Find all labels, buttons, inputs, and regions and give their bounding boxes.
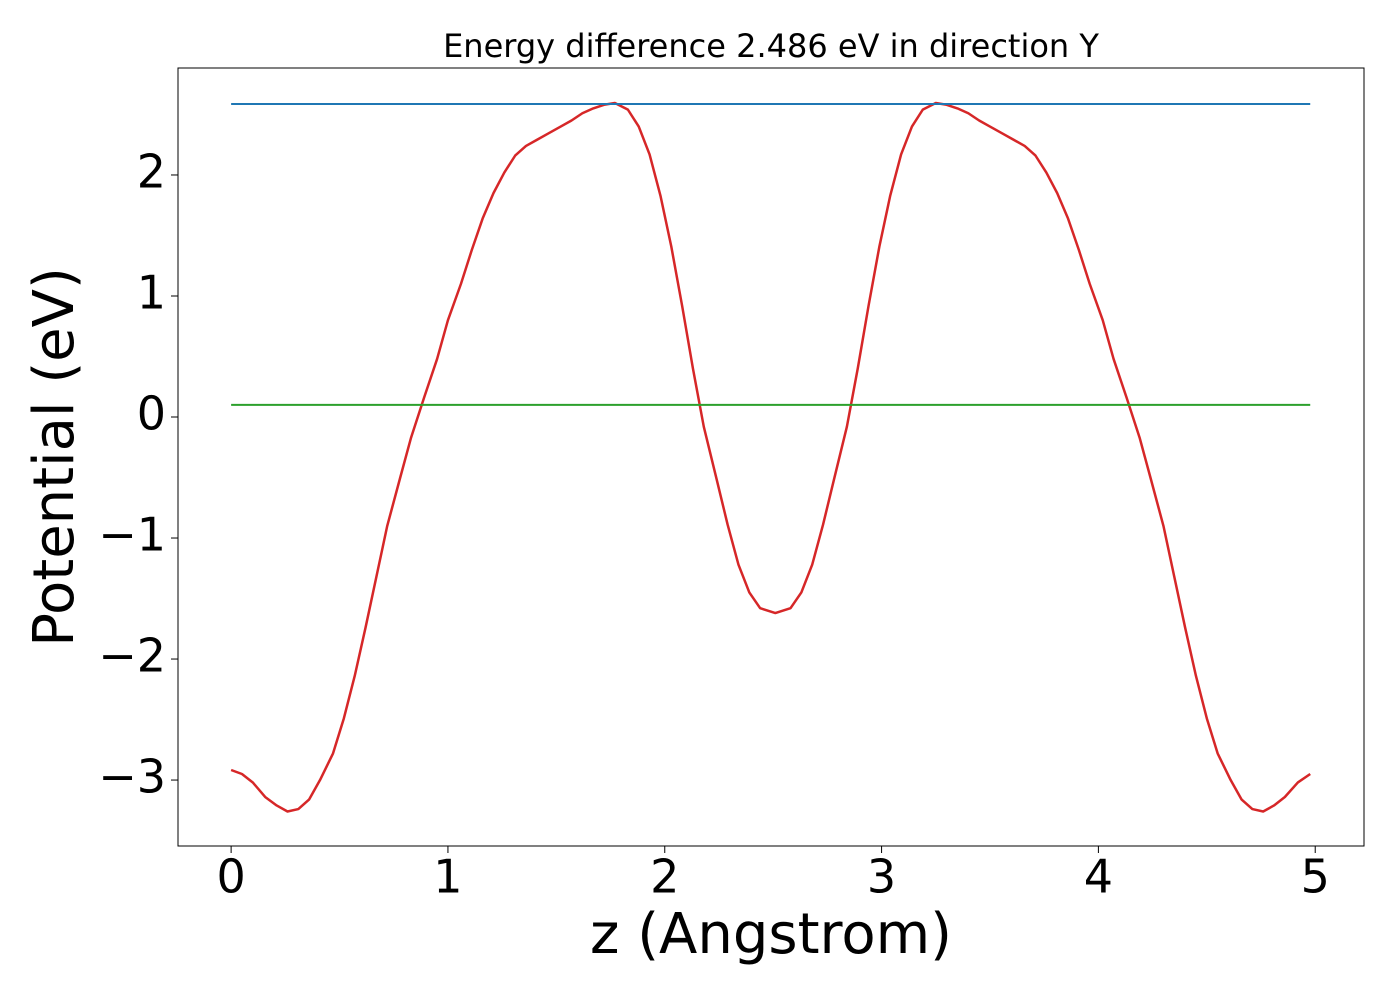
line-series — [230, 101, 1311, 813]
y-tick-label: −1 — [98, 508, 166, 562]
x-tick-label: 4 — [1084, 850, 1113, 904]
plot-frame — [177, 67, 1365, 847]
x-axis-label: z (Angstrom) — [590, 902, 952, 967]
y-tick-label: 0 — [137, 387, 166, 441]
chart-title: Energy difference 2.486 eV in direction … — [443, 27, 1099, 65]
x-tick-label: 0 — [216, 850, 245, 904]
y-axis-label: Potential (eV) — [22, 267, 87, 647]
y-tick-label: 2 — [137, 144, 166, 198]
y-tick-label: −2 — [98, 629, 166, 683]
y-tick-label: −3 — [98, 750, 166, 804]
x-tick-label: 2 — [650, 850, 679, 904]
x-tick-label: 3 — [867, 850, 896, 904]
y-tick-label: 1 — [137, 265, 166, 319]
x-tick-label: 1 — [433, 850, 462, 904]
x-tick-label: 5 — [1301, 850, 1330, 904]
